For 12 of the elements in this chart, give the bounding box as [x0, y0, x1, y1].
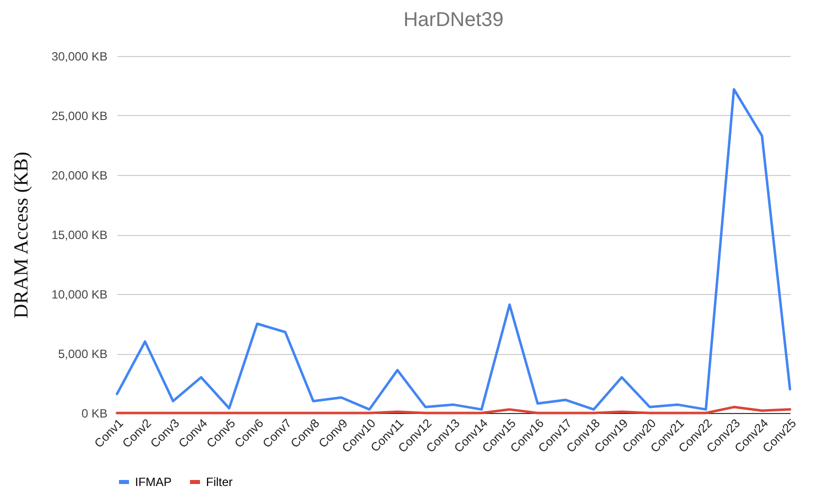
legend-label: IFMAP: [135, 475, 172, 489]
y-tick-label: 10,000 KB: [51, 288, 108, 302]
line-series: [116, 88, 792, 411]
y-tick-label: 20,000 KB: [51, 168, 108, 182]
y-tick-label: 5,000 KB: [58, 347, 108, 361]
y-axis-title: DRAM Access (KB): [10, 152, 32, 318]
y-tick-label: 0 KB: [81, 406, 108, 420]
chart-title: HarDNet39: [403, 9, 504, 31]
y-tick-label: 30,000 KB: [51, 50, 108, 64]
y-tick-label: 25,000 KB: [51, 109, 108, 123]
legend-label: Filter: [206, 475, 233, 489]
y-tick-label: 15,000 KB: [51, 228, 108, 242]
